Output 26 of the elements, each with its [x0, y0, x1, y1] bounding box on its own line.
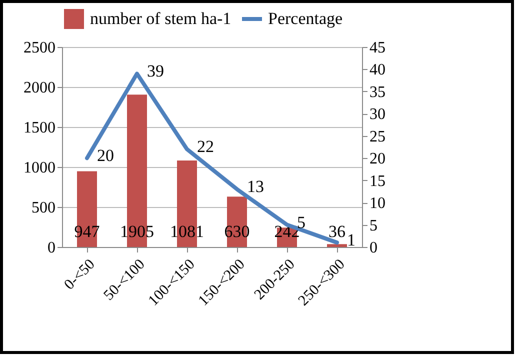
data-label: 1 [347, 230, 356, 250]
y2-tick-label: 5 [370, 217, 378, 234]
y-tick-label: 1000 [24, 160, 56, 176]
y-tick-label: 0 [48, 240, 56, 256]
y-tick-label: 2000 [24, 80, 56, 96]
data-label: 13 [247, 177, 264, 196]
data-label: 39 [147, 62, 164, 81]
y2-tick-label: 10 [370, 195, 386, 212]
data-label: 20 [97, 146, 114, 166]
legend-label: Percentage [268, 9, 343, 28]
data-label: 5 [297, 212, 306, 232]
y-tick-label: 2500 [24, 40, 56, 56]
y2-tick-label: 40 [370, 62, 386, 79]
y-tick-label: 500 [32, 200, 56, 216]
legend-label: number of stem ha-1 [90, 9, 232, 28]
y2-tick-label: 25 [370, 128, 386, 146]
bar [327, 244, 347, 247]
y2-tick-label: 30 [370, 106, 386, 124]
data-label: 36 [328, 222, 346, 241]
y2-tick-label: 35 [370, 84, 386, 101]
data-label: 22 [197, 137, 214, 156]
y2-tick-label: 0 [370, 240, 378, 256]
y2-tick-label: 20 [370, 150, 386, 168]
y-tick-label: 1500 [24, 120, 56, 136]
y2-tick-label: 45 [370, 40, 386, 56]
y2-tick-label: 15 [370, 172, 386, 190]
